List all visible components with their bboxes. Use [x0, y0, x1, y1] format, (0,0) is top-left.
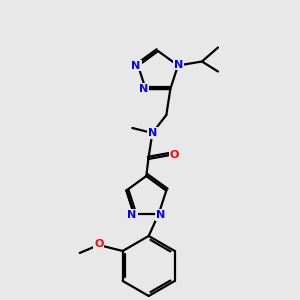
- Text: N: N: [148, 128, 157, 138]
- Text: N: N: [131, 61, 141, 70]
- Text: O: O: [94, 239, 104, 249]
- Text: O: O: [170, 150, 179, 160]
- Text: N: N: [156, 210, 165, 220]
- Text: N: N: [139, 84, 148, 94]
- Text: N: N: [174, 59, 184, 70]
- Text: N: N: [128, 210, 136, 220]
